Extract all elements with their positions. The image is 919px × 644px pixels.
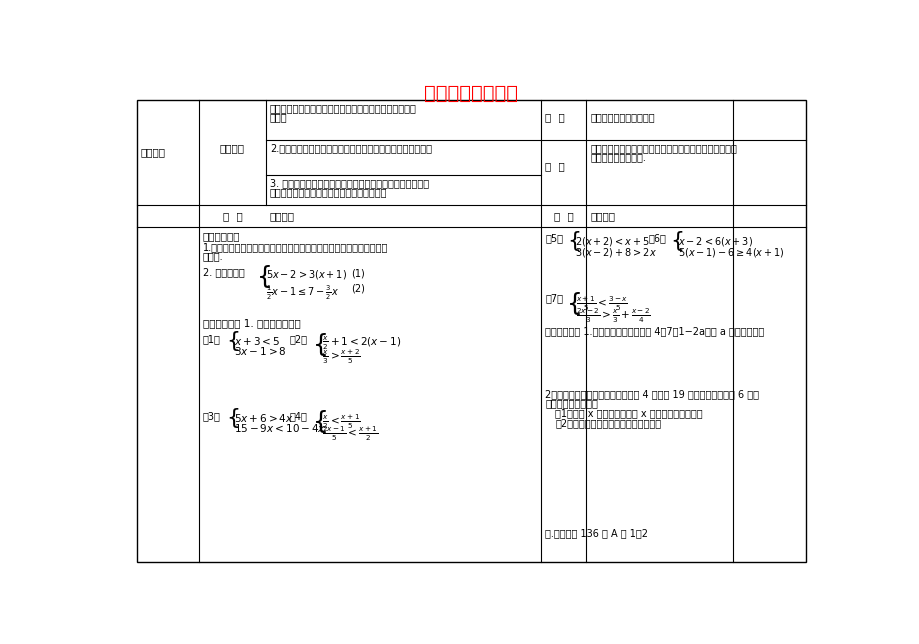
Text: {: { xyxy=(312,410,328,434)
Text: $\frac{x+1}{5}<\frac{3-x}{5}$: $\frac{x+1}{5}<\frac{3-x}{5}$ xyxy=(575,294,628,313)
Text: {: { xyxy=(566,231,580,251)
Text: 讲解点拨: 讲解点拨 xyxy=(269,211,295,222)
Text: $x-2<6(x+3)$: $x-2<6(x+3)$ xyxy=(677,235,752,248)
Text: $3x-1>8$: $3x-1>8$ xyxy=(233,345,286,357)
Text: 四.课后作业 136 页 A 组 1、2: 四.课后作业 136 页 A 组 1、2 xyxy=(545,527,647,538)
Text: (2): (2) xyxy=(351,283,365,294)
Text: 理解一元一次不等式组的概念及一元一次不等式组解集的: 理解一元一次不等式组的概念及一元一次不等式组解集的 xyxy=(269,102,416,113)
Text: 重  点: 重 点 xyxy=(545,112,564,122)
Text: （2）: （2） xyxy=(289,334,307,344)
Text: {: { xyxy=(225,408,240,428)
Text: $5x+6>4x$: $5x+6>4x$ xyxy=(233,412,293,424)
Text: （7）: （7） xyxy=(545,293,562,303)
Text: 3. 通过方程组，方程组的解等概念，推出一元一次不等式组: 3. 通过方程组，方程组的解等概念，推出一元一次不等式组 xyxy=(269,178,428,188)
Text: 一元一次不等式组: 一元一次不等式组 xyxy=(424,84,518,102)
Text: 晰地阐述自己的观点.: 晰地阐述自己的观点. xyxy=(589,152,645,162)
Text: 2.经历利用数轴确定解集的过程，体会数形结合的思想方法．: 2.经历利用数轴确定解集的过程，体会数形结合的思想方法． xyxy=(269,143,432,153)
Text: {: { xyxy=(312,333,328,357)
Text: 一、预习导航: 一、预习导航 xyxy=(202,231,240,242)
Text: {: { xyxy=(669,231,684,251)
Text: $\frac{2x-2}{3}>\frac{x}{3}+\frac{x-2}{4}$: $\frac{2x-2}{3}>\frac{x}{3}+\frac{x-2}{4… xyxy=(575,307,651,325)
Text: （1）: （1） xyxy=(202,334,221,344)
Text: {: { xyxy=(256,265,272,290)
Text: $\frac{x}{3}>\frac{x+2}{5}$: $\frac{x}{3}>\frac{x+2}{5}$ xyxy=(322,348,360,366)
Text: 意义．: 意义． xyxy=(269,112,288,122)
Text: （3）: （3） xyxy=(202,411,221,421)
Text: （2）可能有多少间宿舍，多少名学生？: （2）可能有多少间宿舍，多少名学生？ xyxy=(554,419,661,428)
Text: $3(x-2)+8>2x$: $3(x-2)+8>2x$ xyxy=(574,246,656,259)
Text: 三、变式拓展 1.三角形的三边长分别是 4、7、1−2a，求 a 的取值范围．: 三、变式拓展 1.三角形的三边长分别是 4、7、1−2a，求 a 的取值范围． xyxy=(545,326,764,336)
Text: 学习目标: 学习目标 xyxy=(141,147,165,157)
Text: $\frac{1}{2}x-1\leq 7-\frac{3}{2}x$: $\frac{1}{2}x-1\leq 7-\frac{3}{2}x$ xyxy=(266,283,339,302)
Text: $\frac{2x-1}{5}<\frac{x+1}{2}$: $\frac{2x-1}{5}<\frac{x+1}{2}$ xyxy=(322,424,378,443)
Text: 讨论求不等式解集的公共部分中出现的所有情况，并能清: 讨论求不等式解集的公共部分中出现的所有情况，并能清 xyxy=(589,143,736,153)
Text: 1.我们先回忆一下求一元一次不等式的解集和一元一次不等式组的解集: 1.我们先回忆一下求一元一次不等式的解集和一元一次不等式组的解集 xyxy=(202,242,388,252)
Text: $\frac{x}{2}+1<2(x-1)$: $\frac{x}{2}+1<2(x-1)$ xyxy=(322,336,401,352)
Text: $x+3<5$: $x+3<5$ xyxy=(233,336,279,347)
Text: (1): (1) xyxy=(351,269,365,278)
Text: 有一间宿舍住不满．: 有一间宿舍住不满． xyxy=(545,399,597,408)
Text: （5）: （5） xyxy=(545,234,562,243)
Text: 2. 解不等式组: 2. 解不等式组 xyxy=(202,267,244,277)
Text: 的步骤.: 的步骤. xyxy=(202,251,223,261)
Text: （4）: （4） xyxy=(289,411,307,421)
Text: 巩固解一元一次不等式组: 巩固解一元一次不等式组 xyxy=(589,112,654,122)
Text: （6）: （6） xyxy=(648,234,665,243)
Text: $5x-2>3(x+1)$: $5x-2>3(x+1)$ xyxy=(266,269,346,281)
Text: 难  点: 难 点 xyxy=(545,161,564,171)
Text: {: { xyxy=(566,292,582,316)
Text: 二、合作探究 1. 解下列不等式组: 二、合作探究 1. 解下列不等式组 xyxy=(202,318,300,328)
Text: $\frac{x}{2}<\frac{x+1}{5}$: $\frac{x}{2}<\frac{x+1}{5}$ xyxy=(322,412,360,431)
Text: $5(x-1)-6\geq 4(x+1)$: $5(x-1)-6\geq 4(x+1)$ xyxy=(677,246,784,259)
Text: （1）设有 x 间宿舍，请写出 x 应满足的不等式组：: （1）设有 x 间宿舍，请写出 x 应满足的不等式组： xyxy=(554,408,702,419)
Text: 学习过程: 学习过程 xyxy=(220,144,244,153)
Text: 教  法: 教 法 xyxy=(222,211,242,222)
Text: $15-9x<10-4x$: $15-9x<10-4x$ xyxy=(233,422,325,434)
Text: 学  法: 学 法 xyxy=(553,211,573,222)
Text: {: { xyxy=(225,330,240,350)
Text: $2(x+2)<x+5$: $2(x+2)<x+5$ xyxy=(574,235,649,248)
Text: 自学讨论: 自学讨论 xyxy=(589,211,615,222)
Text: 及其解集等概念，培养学生的类比推理能力．: 及其解集等概念，培养学生的类比推理能力． xyxy=(269,187,387,198)
Text: 2．一群女生住若干间宿舍，每间住 4 人，剩 19 人无房住；每间住 6 人，: 2．一群女生住若干间宿舍，每间住 4 人，剩 19 人无房住；每间住 6 人， xyxy=(545,389,758,399)
